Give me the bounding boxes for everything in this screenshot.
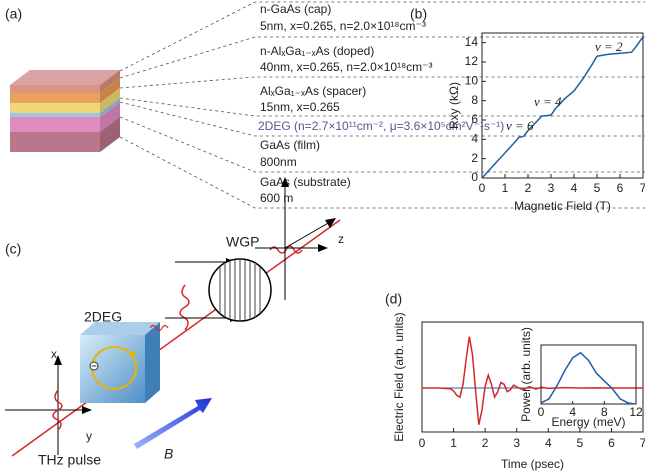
y-tick-label: 4 [471,132,478,146]
axis-label: z [338,232,344,246]
x-tick-label: 6 [608,436,615,450]
layer-name: AlₓGa₁₋ₓAs (spacer) [260,84,366,98]
x-tick-label: 3 [548,181,555,195]
layer-detail: 40nm, x=0.265, n=2.0×10¹⁸cm⁻³ [260,60,433,74]
x-axis-label: Energy (meV) [551,415,625,429]
panel-label: (d) [385,291,402,307]
pulse-label: THz pulse [38,452,101,468]
layer-detail: 800nm [260,155,297,169]
x-tick-label: 12 [629,405,643,419]
setup-diagram [5,177,340,456]
layer-name: n-AlₓGa₁₋ₓAs (doped) [260,44,374,58]
y-tick-label: 0 [471,170,478,184]
x-tick-label: 1 [502,181,509,195]
figure: (a) n-GaAs (cap) 5nm, x=0.265, n=2.0×10¹… [0,0,645,475]
x-tick-label: 4 [545,436,552,450]
panel-label: (a) [5,6,22,22]
x-tick-label: 2 [482,436,489,450]
x-tick-label: 1 [450,436,457,450]
plot-frame [482,33,643,178]
x-tick-label: 0 [419,436,426,450]
annotation: ν = 2 [595,39,623,54]
x-axis-label: Time (psec) [501,457,564,471]
y-tick-label: 2 [471,151,478,165]
y-axis-label: Power (arb. units) [519,327,533,422]
x-tick-label: 4 [571,181,578,195]
sample-label: 2DEG [84,309,122,325]
y-axis-label: Rxy (kΩ) [447,82,461,129]
layer-name: GaAs (substrate) [260,175,351,189]
x-tick-label: 7 [640,181,645,195]
panel-label: (c) [5,241,21,257]
y-tick-label: 12 [465,54,479,68]
x-tick-label: 5 [594,181,601,195]
y-tick-label: 10 [465,74,479,88]
panel-label: (b) [410,6,427,22]
y-tick-label: 8 [471,93,478,107]
layer-stack [10,70,120,152]
layer-name: 2DEG (n=2.7×10¹¹cm⁻², μ=3.6×10⁵cm²V⁻¹s⁻¹… [258,119,504,133]
wgp-label: WGP [226,234,259,250]
x-tick-label: 6 [617,181,624,195]
layer-detail: 5nm, x=0.265, n=2.0×10¹⁸cm⁻³ [260,19,426,33]
layer-detail: 15nm, x=0.265 [260,100,340,114]
x-tick-label: 0 [479,181,486,195]
field-label: B [164,446,173,462]
x-axis-label: Magnetic Field (T) [514,199,611,213]
annotation: ν = 4 [534,94,562,109]
y-tick-label: 6 [471,112,478,126]
layer-detail: 600 m [260,191,293,205]
x-tick-label: 0 [538,405,545,419]
annotation: ν = 6 [506,118,534,133]
axis-label: x [51,347,57,361]
axis-label: y [86,429,92,443]
y-axis-label: Electric Field (arb. units) [392,312,406,441]
data-line [541,353,636,404]
x-tick-label: 7 [640,436,645,450]
x-tick-label: 5 [577,436,584,450]
x-tick-label: 2 [525,181,532,195]
data-line [482,37,643,178]
y-tick-label: 14 [465,35,479,49]
x-tick-label: 3 [513,436,520,450]
plot-frame [541,345,636,404]
layer-name: n-GaAs (cap) [260,2,331,16]
layer-name: GaAs (film) [260,138,320,152]
